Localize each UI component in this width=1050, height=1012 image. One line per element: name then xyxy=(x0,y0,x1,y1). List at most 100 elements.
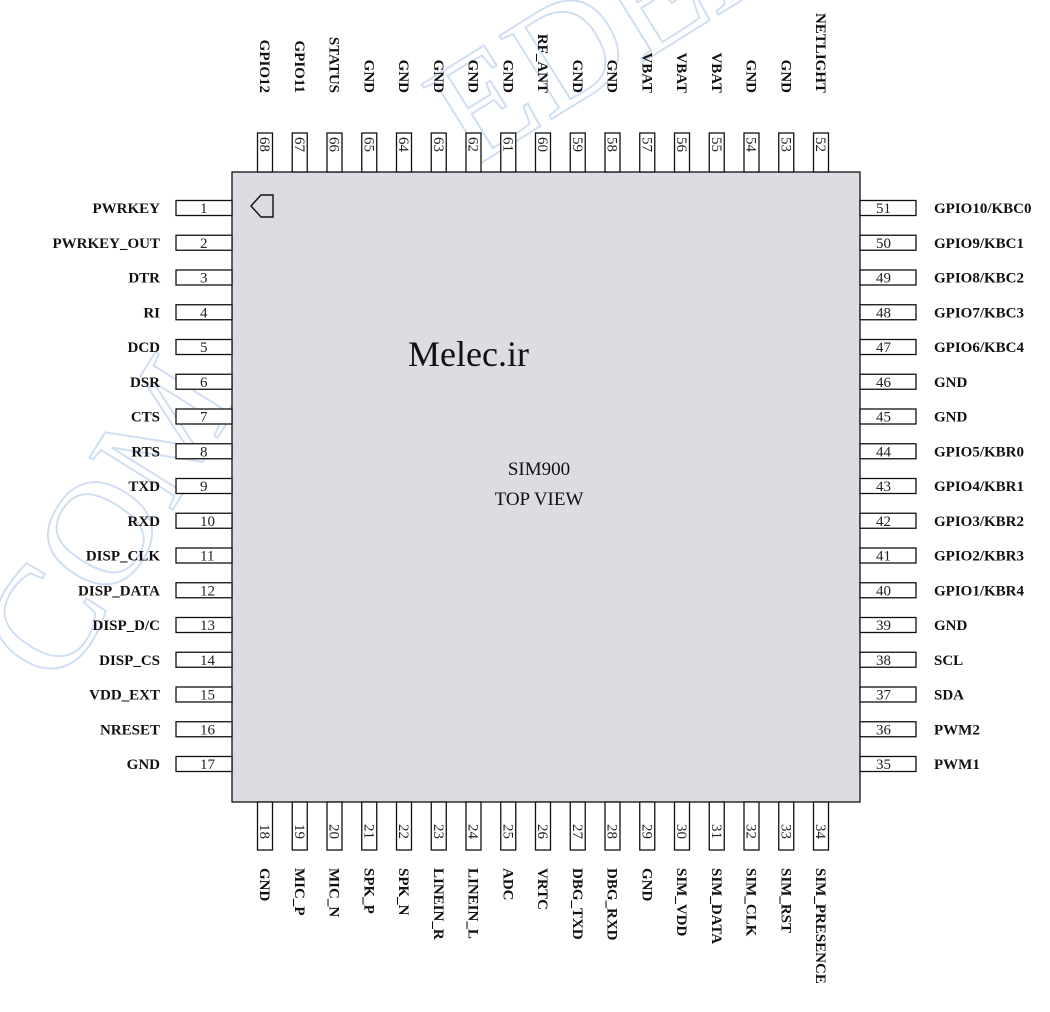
pin-number: 58 xyxy=(604,137,620,152)
pin-26: 26 VRTC xyxy=(534,801,552,910)
pin-label: GPIO3/KBR2 xyxy=(934,514,1024,530)
pin-label: GND xyxy=(934,375,968,391)
pins-top: 68GPIO1267GPIO1166STATUS65GND64GND63GND6… xyxy=(256,13,830,173)
pin-47: 47 GPIO6/KBC4 xyxy=(859,338,1025,356)
pin-63: 63 GND xyxy=(430,60,447,173)
pin-label: VRTC xyxy=(534,868,550,910)
pin-number: 42 xyxy=(876,514,891,530)
pin-pad xyxy=(708,801,725,851)
pin-number: 5 xyxy=(200,340,208,356)
pin-pad xyxy=(569,801,586,851)
pin-label: VBAT xyxy=(673,52,689,93)
pin-24: 24 LINEIN_L xyxy=(465,801,482,939)
pin-10: 10 RXD xyxy=(128,512,233,530)
pin-pad xyxy=(859,373,917,390)
pin-label: RXD xyxy=(128,514,161,530)
pin-number: 9 xyxy=(200,479,208,495)
pin-label: GND xyxy=(569,60,585,94)
pin-number: 1 xyxy=(200,201,208,217)
pin-61: 61 GND xyxy=(499,60,517,173)
pin-label: PWRKEY_OUT xyxy=(52,236,160,252)
pin-label: PWM2 xyxy=(934,722,980,738)
pin-number: 65 xyxy=(360,137,376,152)
pin-label: CTS xyxy=(131,410,160,426)
chip-view-label: TOP VIEW xyxy=(495,489,584,510)
pin-46: 46 GND xyxy=(859,373,968,391)
pin-label: LINEIN_L xyxy=(465,868,481,939)
pin-number: 44 xyxy=(876,444,892,460)
pin-number: 24 xyxy=(465,824,481,840)
pin-pad xyxy=(175,616,233,634)
pin-35: 35 PWM1 xyxy=(859,755,980,773)
pin-label: GND xyxy=(934,410,968,426)
pin-pad xyxy=(430,801,447,851)
pin-label: LINEIN_R xyxy=(430,868,446,940)
pin-label: VBAT xyxy=(638,52,654,93)
pin-number: 20 xyxy=(326,824,342,839)
pin-label: NRESET xyxy=(100,722,160,738)
pin-number: 38 xyxy=(876,653,891,669)
pin-number: 13 xyxy=(200,618,215,634)
pin-55: 55 VBAT xyxy=(708,52,725,173)
pin-label: GND xyxy=(127,757,161,773)
pin-22: 22 SPK_N xyxy=(395,801,413,916)
pin-31: 31 SIM_DATA xyxy=(708,801,725,944)
pin-number: 28 xyxy=(604,824,620,839)
pin-13: 13 DISP_D/C xyxy=(92,616,233,634)
pin-label: GND xyxy=(743,60,759,94)
pin-53: 53 GND xyxy=(777,60,795,173)
pin-pad xyxy=(859,686,917,703)
pin-pad xyxy=(175,373,233,390)
pin-pad xyxy=(256,132,274,173)
chip-watermark: Melec.ir xyxy=(408,334,529,374)
pin-label: VBAT xyxy=(708,52,724,93)
pin-number: 2 xyxy=(200,236,208,252)
pin-number: 3 xyxy=(200,271,208,287)
pin-pad xyxy=(859,234,917,251)
pin-label: ADC xyxy=(499,868,515,901)
pin-label: SDA xyxy=(934,688,964,704)
pin-27: 27 DBG_TXD xyxy=(569,801,586,940)
pin-41: 41 GPIO2/KBR3 xyxy=(859,547,1024,565)
pin-number: 19 xyxy=(291,824,307,839)
pin-4: 4 RI xyxy=(143,304,233,321)
pin-28: 28 DBG_RXD xyxy=(604,801,621,941)
pin-48: 48 GPIO7/KBC3 xyxy=(859,304,1024,321)
pin-62: 62 GND xyxy=(465,60,482,173)
pin-number: 43 xyxy=(876,479,891,495)
pin-pad xyxy=(465,801,482,851)
pin-number: 50 xyxy=(876,236,891,252)
pin-33: 33 SIM_RST xyxy=(777,801,795,933)
pin-pad xyxy=(326,132,343,173)
pin-label: SIM_RST xyxy=(777,868,793,933)
pin-36: 36 PWM2 xyxy=(859,721,980,738)
chip-body xyxy=(231,171,861,803)
pin-number: 4 xyxy=(200,305,208,321)
pin-pad xyxy=(604,132,621,173)
pin-label: SPK_N xyxy=(395,868,411,916)
pin1-marker-icon xyxy=(250,194,274,218)
pin-pad xyxy=(175,199,233,217)
pin-label: RF_ANT xyxy=(534,34,550,93)
pin-pad xyxy=(175,443,233,460)
pin-29: 29 GND xyxy=(638,801,656,902)
pin-pad xyxy=(175,234,233,251)
pin-number: 31 xyxy=(708,824,724,839)
pin-number: 62 xyxy=(465,137,481,152)
pin-50: 50 GPIO9/KBC1 xyxy=(859,234,1024,252)
pin-number: 22 xyxy=(395,824,411,839)
pin-8: 8 RTS xyxy=(131,443,233,460)
pin-pad xyxy=(859,547,917,564)
pin-label: VDD_EXT xyxy=(89,688,160,704)
pin-pad xyxy=(859,616,917,634)
pin-pad xyxy=(743,801,760,851)
pin-pad xyxy=(859,338,917,356)
pin-number: 10 xyxy=(200,514,215,530)
pin-number: 6 xyxy=(200,375,208,391)
pin-label: PWRKEY xyxy=(93,201,161,217)
pin-34: 34 SIM_PRESENCE xyxy=(812,801,830,984)
pin-pad xyxy=(859,408,917,425)
pin-label: DISP_CLK xyxy=(86,549,161,565)
pin-label: SCL xyxy=(934,653,963,669)
pin-pad xyxy=(465,132,482,173)
